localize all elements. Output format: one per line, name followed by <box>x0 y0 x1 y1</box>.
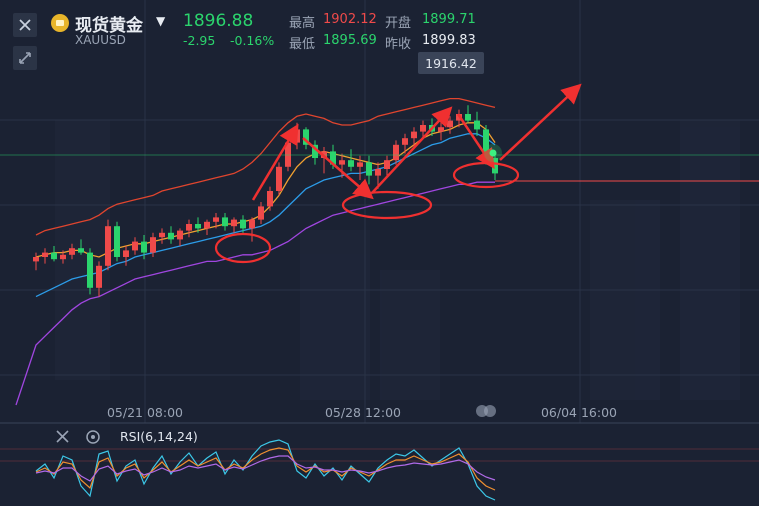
candle-body-4 <box>69 248 75 255</box>
candle-body-40 <box>393 144 399 161</box>
candle-body-0 <box>33 257 39 262</box>
collapse-button[interactable] <box>13 46 37 70</box>
candle-body-8 <box>105 226 111 266</box>
symbol-code: XAUUSD <box>75 33 126 47</box>
candle-body-39 <box>384 160 390 169</box>
grid <box>0 0 759 423</box>
last-price: 1896.88 <box>183 11 254 31</box>
candle-body-27 <box>276 166 282 191</box>
candle-body-50 <box>483 129 489 158</box>
arrow-up-3 <box>499 83 582 161</box>
price-tag-text: 1916.42 <box>425 56 477 71</box>
high-label: 最高 <box>289 16 316 31</box>
candle-body-37 <box>366 162 372 176</box>
candle-body-36 <box>357 162 363 167</box>
collapse-arrows-icon <box>19 52 31 64</box>
open-value: 1899.71 <box>422 12 476 27</box>
rsi-line-2 <box>35 455 496 482</box>
candle-body-17 <box>186 224 192 231</box>
arrow-down-2 <box>456 113 495 170</box>
price-tag-box <box>418 52 484 74</box>
candle-body-38 <box>375 169 381 176</box>
candle-body-31 <box>312 144 318 158</box>
price-change: -2.95 <box>183 33 216 48</box>
candle-body-6 <box>87 252 93 288</box>
prev-close-value: 1899.83 <box>422 33 476 48</box>
candle-body-15 <box>168 232 174 240</box>
candle-body-18 <box>195 224 201 229</box>
candle-body-2 <box>51 252 57 260</box>
candle-body-3 <box>60 254 66 260</box>
candle-body-48 <box>465 114 471 121</box>
candle-body-43 <box>420 125 426 132</box>
x-axis: 05/21 08:00 05/28 12:00 06/04 16:00 <box>107 405 617 420</box>
candle-body-26 <box>267 191 273 207</box>
candle-body-12 <box>141 241 147 253</box>
candle-body-30 <box>303 129 309 145</box>
annotation-arrows <box>251 83 582 201</box>
annotation-ellipse-1 <box>214 232 272 264</box>
page-title: 现货黄金 <box>75 16 143 36</box>
price-change-pct: -0.16% <box>230 33 275 48</box>
open-label: 开盘 <box>385 16 412 31</box>
candle-body-20 <box>213 217 219 222</box>
backdrop-buildings <box>55 120 740 400</box>
x-tick-label-2: 06/04 16:00 <box>541 405 617 420</box>
candle-body-16 <box>177 230 183 240</box>
candle-body-45 <box>438 127 444 132</box>
prev-close-label: 昨收 <box>385 37 412 52</box>
x-tick-label-0: 05/21 08:00 <box>107 405 183 420</box>
candle-body-41 <box>402 138 408 145</box>
candle-body-7 <box>96 265 102 288</box>
overlay-line-2 <box>35 133 496 298</box>
rsi-lines <box>35 439 496 501</box>
candle-body-9 <box>114 226 120 257</box>
candle-body-22 <box>231 219 237 227</box>
candle-body-34 <box>339 160 345 165</box>
gear-icon[interactable] <box>86 430 100 444</box>
candle-body-42 <box>411 131 417 139</box>
x-tick-label-1: 05/28 12:00 <box>325 405 401 420</box>
close-icon <box>19 19 31 31</box>
rsi-title: RSI(6,14,24) <box>120 429 198 444</box>
annotation-ellipse-2 <box>341 190 433 220</box>
candle-body-11 <box>132 241 138 251</box>
candle-body-33 <box>330 151 336 165</box>
candle-body-10 <box>123 250 129 257</box>
candle-body-25 <box>258 206 264 220</box>
close-button[interactable] <box>13 13 37 37</box>
high-value: 1902.12 <box>323 12 377 27</box>
candle-body-46 <box>447 120 453 128</box>
candle-body-1 <box>42 252 48 257</box>
gold-coin-icon <box>51 14 69 32</box>
candle-body-35 <box>348 160 354 167</box>
scroll-handle-right[interactable] <box>484 405 496 417</box>
candle-body-49 <box>474 120 480 130</box>
candle-body-13 <box>150 237 156 253</box>
arrow-down-1 <box>302 137 374 200</box>
current-dot <box>489 149 497 157</box>
candle-body-23 <box>240 219 246 229</box>
caret-down-icon[interactable]: ▼ <box>156 14 166 28</box>
candle-body-21 <box>222 217 228 227</box>
rsi-close-icon[interactable] <box>56 430 69 443</box>
rsi-line-1 <box>35 447 496 491</box>
arrow-up-1 <box>251 123 299 201</box>
overlay-line-0 <box>35 97 496 236</box>
candle-body-14 <box>159 232 165 238</box>
arrow-up-2 <box>371 106 453 194</box>
candle-body-24 <box>249 219 255 229</box>
low-value: 1895.69 <box>323 33 377 48</box>
low-label: 最低 <box>289 37 316 52</box>
candle-body-51 <box>492 158 498 174</box>
candle-body-5 <box>78 248 84 253</box>
candlesticks <box>33 105 498 297</box>
candle-body-19 <box>204 221 210 229</box>
